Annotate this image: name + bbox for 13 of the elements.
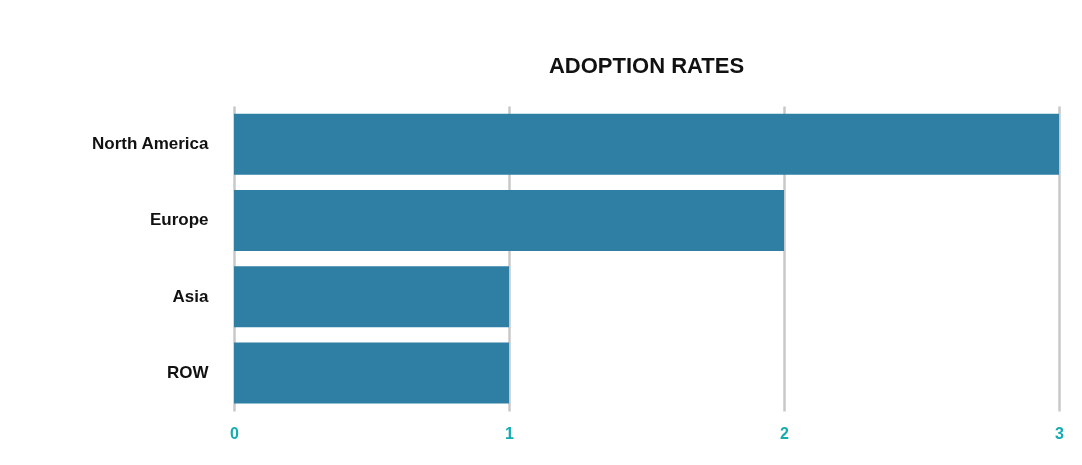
y-tick-label: ROW bbox=[166, 362, 210, 382]
bar bbox=[234, 113, 1059, 175]
x-tick-label: 0 bbox=[230, 424, 240, 442]
y-tick-label: Asia bbox=[172, 286, 210, 306]
y-tick-label: North America bbox=[91, 134, 210, 154]
x-tick-label: 1 bbox=[505, 424, 515, 442]
x-tick-label: 3 bbox=[1055, 424, 1065, 442]
bar bbox=[234, 342, 509, 404]
bar bbox=[234, 266, 509, 328]
bar bbox=[234, 189, 784, 251]
y-tick-label: Europe bbox=[149, 210, 209, 230]
x-tick-label: 2 bbox=[780, 424, 790, 442]
chart-title: ADOPTION RATES bbox=[548, 53, 745, 78]
